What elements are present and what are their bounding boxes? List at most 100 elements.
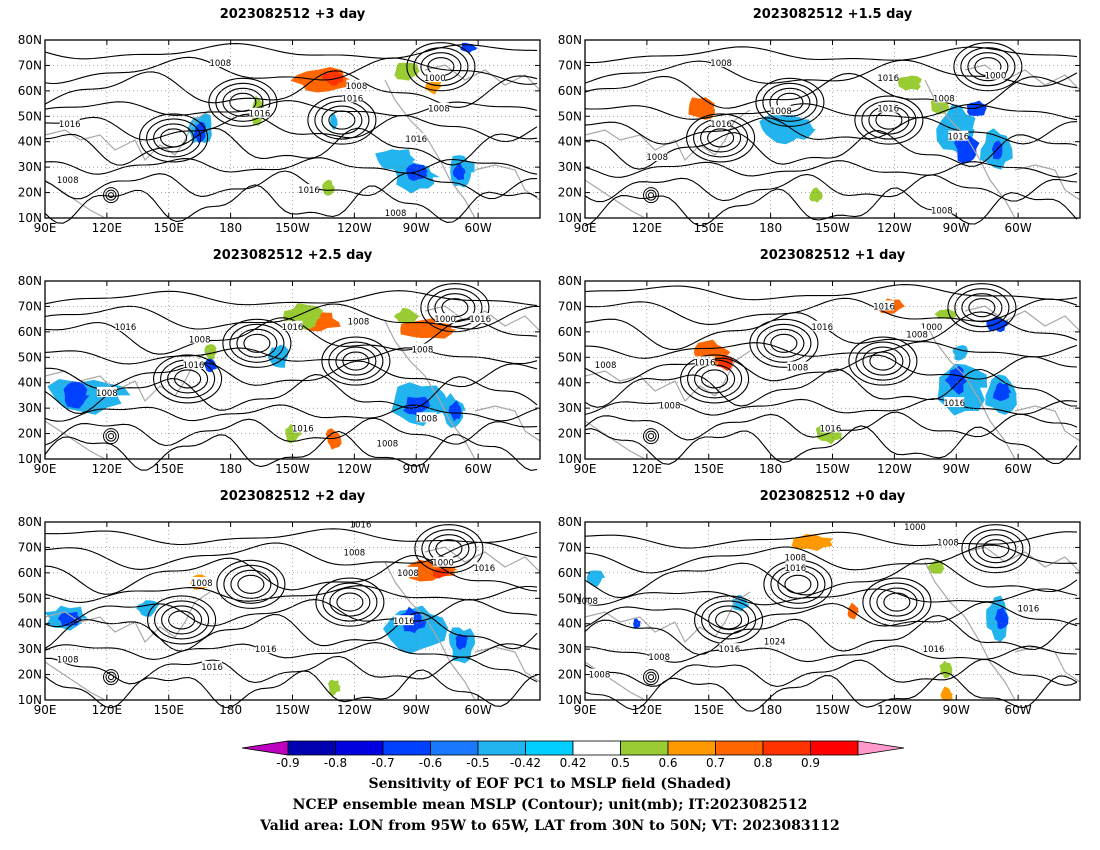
mslp-closed-contour <box>645 671 657 683</box>
panel-title: 2023082512 +1.5 day <box>752 7 913 22</box>
contour-label: 1016 <box>282 323 304 333</box>
mslp-contour <box>584 411 1078 441</box>
contour-label: 1016 <box>393 617 415 627</box>
mslp-contour <box>584 558 1078 599</box>
x-tick-label: 150W <box>815 221 850 235</box>
contour-label-bg <box>820 422 841 433</box>
contour-label: 1008 <box>931 206 953 216</box>
contour-label: 1008 <box>385 209 407 219</box>
colorbar-box <box>620 740 669 756</box>
contour-label-bg <box>344 546 365 557</box>
mslp-closed-contour <box>427 288 483 328</box>
x-tick-label: 60W <box>465 221 492 235</box>
mslp-closed-contour <box>222 318 292 368</box>
y-tick-label: 10N <box>558 693 582 707</box>
y-tick-label: 70N <box>558 58 582 72</box>
y-tick-label: 50N <box>558 109 582 123</box>
mslp-closed-contour <box>223 564 279 604</box>
y-tick-label: 70N <box>18 299 42 313</box>
mslp-closed-contour <box>876 587 918 617</box>
mslp-contour <box>44 70 538 108</box>
y-tick-label: 10N <box>18 211 42 225</box>
contour-label: 1008 <box>346 82 368 92</box>
mslp-contour <box>44 655 538 685</box>
contour-label: 1016 <box>943 399 965 409</box>
contour-label-bg <box>299 184 319 195</box>
y-tick-label: 20N <box>558 186 582 200</box>
mslp-closed-contour <box>770 333 798 353</box>
x-tick-label: 120W <box>877 462 912 476</box>
contour-label-bg <box>424 72 445 83</box>
mslp-contour <box>584 588 1078 606</box>
contour-label-bg <box>350 518 371 529</box>
mslp-contour <box>44 100 538 117</box>
mslp-closed-contour <box>421 529 477 569</box>
colorbar-box <box>810 740 859 756</box>
contour-label: 1008 <box>189 335 211 345</box>
contour-label-bg <box>878 102 899 113</box>
y-tick-label: 40N <box>558 135 582 149</box>
contour-label: 1000 <box>424 74 446 84</box>
colorbar-label: -0.7 <box>371 756 394 770</box>
contour-label: 1016 <box>873 302 895 312</box>
sensitivity-shade <box>321 69 344 86</box>
mslp-contour <box>584 311 1078 351</box>
y-tick-label: 30N <box>18 642 42 656</box>
sensitivity-shade <box>328 679 341 696</box>
contour-label: 1024 <box>764 638 786 648</box>
mslp-closed-contour <box>862 577 932 627</box>
coastline <box>384 320 476 460</box>
contour-label-bg <box>659 399 680 410</box>
mslp-closed-contour <box>314 100 370 140</box>
map-panel: 2023082512 +0 day 1000 1008 1008 1016 1008 101… <box>540 482 1081 723</box>
x-tick-label: 120E <box>632 462 663 476</box>
caption-line-3: Valid area: LON from 95W to 65W, LAT fro… <box>260 818 840 834</box>
contour-label-bg <box>433 556 454 567</box>
panel-title: 2023082512 +0 day <box>759 489 906 504</box>
y-tick-label: 60N <box>558 566 582 580</box>
coastline <box>44 420 106 460</box>
mslp-contour <box>44 127 538 166</box>
colorbar-label: 0.7 <box>706 756 725 770</box>
colorbar-box <box>430 740 479 756</box>
sensitivity-shade <box>322 179 335 196</box>
contour-label: 1008 <box>595 361 617 371</box>
contour-label-bg <box>785 551 806 562</box>
contour-label-bg <box>377 437 398 448</box>
x-tick-label: 90E <box>574 703 597 717</box>
y-tick-label: 60N <box>558 325 582 339</box>
mslp-closed-contour <box>701 600 757 640</box>
contour-label: 1008 <box>933 94 955 104</box>
mslp-closed-contour <box>648 433 654 440</box>
contour-label: 1008 <box>937 538 959 548</box>
y-tick-label: 50N <box>558 591 582 605</box>
sensitivity-shade <box>403 396 431 417</box>
y-tick-label: 10N <box>558 452 582 466</box>
map-panel: 2023082512 +1.5 day 1008 1000 1016 1008 1016 1… <box>540 0 1081 241</box>
colorbar-box <box>762 740 811 756</box>
y-tick-label: 80N <box>18 515 42 529</box>
map-plot: 1008100010081016101610161008101610081016… <box>18 33 541 235</box>
mslp-contour <box>584 173 1078 203</box>
mslp-closed-contour <box>645 430 657 442</box>
contour-label-bg <box>711 56 732 67</box>
contour-label: 1016 <box>877 74 899 84</box>
contour-label: 1016 <box>785 564 807 574</box>
contour-label: 1016 <box>469 315 491 325</box>
mslp-closed-contour <box>648 192 654 199</box>
mslp-closed-contour <box>208 77 278 127</box>
colorbar-label: -0.42 <box>510 756 541 770</box>
mslp-closed-contour <box>328 110 356 130</box>
mslp-closed-contour <box>153 123 195 153</box>
contour-label: 1016 <box>292 424 314 434</box>
mslp-closed-contour <box>954 288 1010 328</box>
mslp-closed-contour <box>307 95 377 145</box>
mslp-closed-contour <box>174 369 202 389</box>
coastline <box>584 350 751 403</box>
contour-label: 1000 <box>921 323 943 333</box>
mslp-contour <box>584 531 1078 549</box>
mslp-contour <box>584 671 1078 712</box>
y-tick-label: 60N <box>18 566 42 580</box>
coastline <box>964 546 1081 573</box>
contour-label-bg <box>785 561 806 572</box>
